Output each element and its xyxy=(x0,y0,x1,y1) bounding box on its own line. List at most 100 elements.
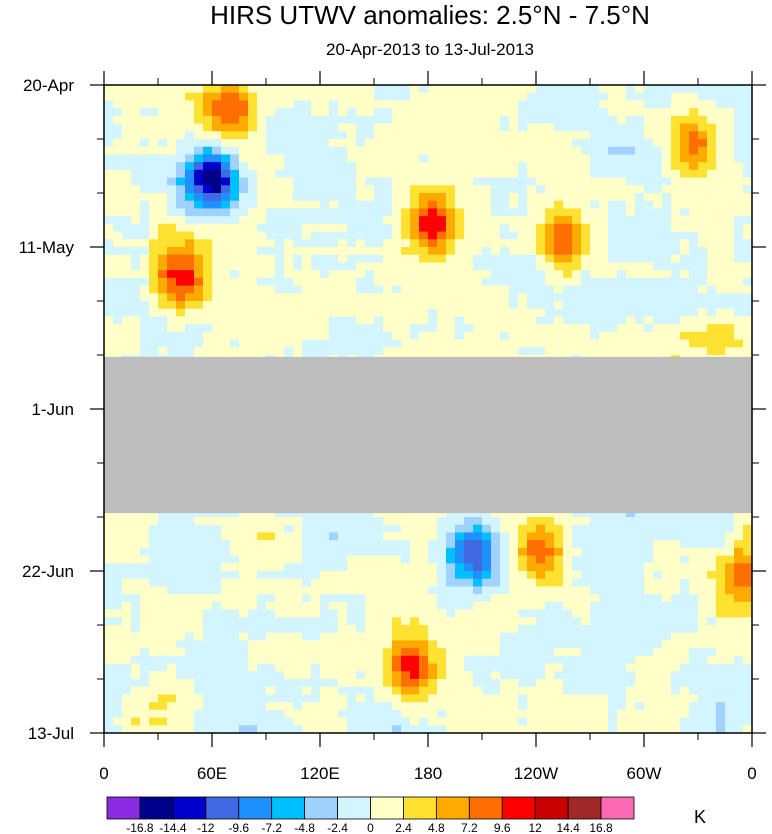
field-cell xyxy=(617,308,627,318)
field-cell xyxy=(716,146,726,156)
field-cell xyxy=(320,617,330,626)
field-cell xyxy=(320,177,330,186)
field-cell xyxy=(212,131,222,140)
field-cell xyxy=(518,185,528,194)
field-cell xyxy=(383,717,393,726)
field-cell xyxy=(122,640,132,649)
field-cell xyxy=(590,316,600,325)
field-cell xyxy=(617,586,627,595)
field-cell xyxy=(500,625,510,634)
field-cell xyxy=(437,617,447,626)
field-cell xyxy=(167,709,177,719)
field-cell xyxy=(545,208,555,217)
field-cell xyxy=(500,331,510,341)
field-cell xyxy=(563,632,573,642)
field-cell xyxy=(464,632,474,642)
field-cell xyxy=(266,239,276,248)
field-cell xyxy=(464,625,474,634)
field-cell xyxy=(347,617,357,626)
field-cell xyxy=(716,648,726,657)
field-cell xyxy=(383,208,393,217)
field-cell xyxy=(248,339,258,348)
field-cell xyxy=(284,679,294,688)
field-cell xyxy=(644,671,654,680)
field-cell xyxy=(617,85,627,94)
field-cell xyxy=(185,239,195,248)
field-cell xyxy=(734,100,744,109)
field-cell xyxy=(644,115,654,125)
field-cell xyxy=(428,200,438,210)
field-cell xyxy=(257,177,267,186)
field-cell xyxy=(122,555,132,564)
field-cell xyxy=(158,139,168,148)
field-cell xyxy=(599,154,609,163)
field-cell xyxy=(311,169,321,179)
field-cell xyxy=(401,146,411,156)
colorbar-swatch xyxy=(403,796,437,820)
field-cell xyxy=(149,671,159,680)
field-cell xyxy=(284,686,294,696)
field-cell xyxy=(590,339,600,348)
field-cell xyxy=(617,108,627,117)
field-cell xyxy=(662,347,672,356)
field-cell xyxy=(212,625,222,634)
field-cell xyxy=(743,193,752,202)
field-cell xyxy=(572,277,582,287)
field-cell xyxy=(725,547,735,557)
field-cell xyxy=(365,725,375,733)
field-cell xyxy=(608,293,618,302)
field-cell xyxy=(689,324,699,333)
field-cell xyxy=(338,601,348,611)
field-cell xyxy=(167,679,177,688)
field-cell xyxy=(689,547,699,557)
field-cell xyxy=(293,571,303,580)
field-cell xyxy=(347,177,357,186)
field-cell xyxy=(338,586,348,595)
field-cell xyxy=(248,247,258,256)
field-cell xyxy=(347,571,357,580)
field-cell xyxy=(140,270,150,279)
field-cell xyxy=(329,285,339,294)
field-cell xyxy=(329,247,339,256)
field-cell xyxy=(230,694,240,703)
field-cell xyxy=(743,331,752,341)
field-cell xyxy=(410,92,420,102)
field-cell xyxy=(419,277,429,287)
field-cell xyxy=(284,617,294,626)
field-cell xyxy=(725,247,735,256)
field-cell xyxy=(473,717,483,726)
field-cell xyxy=(194,146,204,156)
field-cell xyxy=(437,200,447,210)
field-cell xyxy=(563,247,573,256)
field-cell xyxy=(248,123,258,132)
field-cell xyxy=(509,324,519,333)
field-cell xyxy=(635,594,645,603)
field-cell xyxy=(554,316,564,325)
field-cell xyxy=(212,609,222,618)
field-cell xyxy=(176,123,186,132)
field-cell xyxy=(527,254,537,264)
field-cell xyxy=(392,617,402,626)
field-cell xyxy=(554,154,564,163)
field-cell xyxy=(104,540,114,549)
field-cell xyxy=(401,285,411,294)
field-cell xyxy=(275,154,285,163)
field-cell xyxy=(230,177,240,186)
field-cell xyxy=(554,123,564,132)
field-cell xyxy=(527,725,537,733)
field-cell xyxy=(392,702,402,711)
field-cell xyxy=(374,625,384,634)
field-cell xyxy=(707,200,717,210)
field-cell xyxy=(734,563,744,572)
field-cell xyxy=(482,524,492,534)
field-cell xyxy=(347,532,357,541)
field-cell xyxy=(671,154,681,163)
field-cell xyxy=(509,640,519,649)
field-cell xyxy=(698,154,708,163)
field-cell xyxy=(491,625,501,634)
field-cell xyxy=(338,331,348,341)
field-cell xyxy=(455,648,465,657)
field-cell xyxy=(716,270,726,279)
field-cell xyxy=(203,254,213,264)
field-cell xyxy=(671,262,681,271)
